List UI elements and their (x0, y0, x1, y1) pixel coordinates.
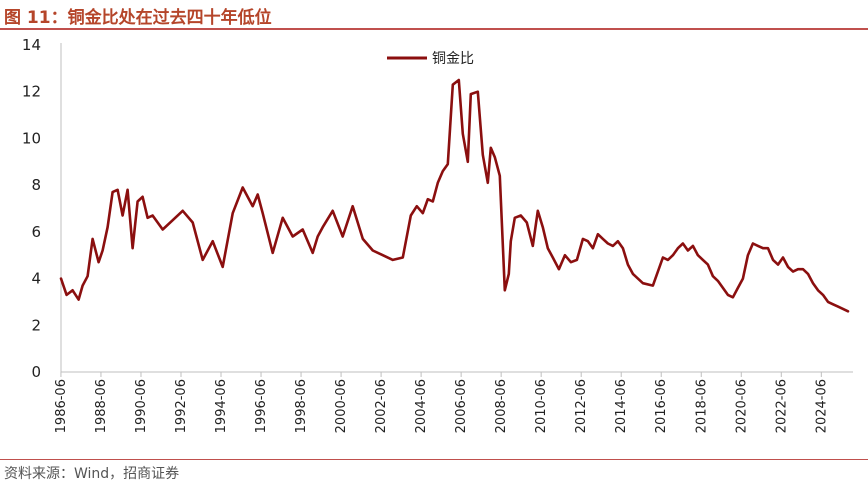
x-tick-label: 2018-06 (694, 379, 709, 433)
series-line (59, 78, 850, 313)
x-tick-label: 2006-06 (454, 379, 469, 433)
x-tick-label: 2014-06 (614, 379, 629, 433)
x-tick-label: 2020-06 (734, 379, 749, 433)
legend-label: 铜金比 (432, 51, 474, 67)
x-tick-label: 2010-06 (534, 379, 549, 433)
y-tick-label: 10 (22, 129, 41, 147)
y-tick-label: 14 (22, 36, 41, 54)
y-tick-label: 4 (31, 270, 41, 288)
y-tick-label: 0 (31, 363, 41, 381)
x-tick-label: 1986-06 (54, 379, 69, 433)
y-tick-label: 12 (22, 83, 41, 101)
x-tick-label: 2000-06 (334, 379, 349, 433)
x-tick-label: 1988-06 (94, 379, 109, 433)
x-tick-label: 1990-06 (134, 379, 149, 433)
y-tick-label: 2 (31, 316, 41, 334)
x-tick-label: 2002-06 (374, 379, 389, 433)
legend: 铜金比 (387, 51, 474, 67)
x-tick-label: 2024-06 (814, 379, 829, 433)
series-layer (59, 78, 850, 313)
title-rule (0, 28, 868, 30)
y-tick-label: 6 (31, 223, 41, 241)
x-tick-label: 2004-06 (414, 379, 429, 433)
x-axis: 1986-06 1988-06 1990-06 1992-06 1994-06 1996-… (54, 371, 853, 433)
x-tick-label: 2012-06 (574, 379, 589, 433)
x-tick-label: 2022-06 (774, 379, 789, 433)
figure-title: 图 11：铜金比处在过去四十年低位 (4, 8, 272, 28)
y-axis: 0 2 4 6 8 10 12 14 (22, 36, 62, 381)
source-rule (0, 459, 868, 460)
x-tick-label: 1996-06 (254, 379, 269, 433)
x-tick-label: 2008-06 (494, 379, 509, 433)
x-tick-label: 1998-06 (294, 379, 309, 433)
source-note: 资料来源：Wind，招商证券 (4, 466, 180, 482)
x-tick-label: 1992-06 (174, 379, 189, 433)
x-tick-label: 1994-06 (214, 379, 229, 433)
x-tick-label: 2016-06 (654, 379, 669, 433)
y-tick-label: 8 (31, 176, 41, 194)
